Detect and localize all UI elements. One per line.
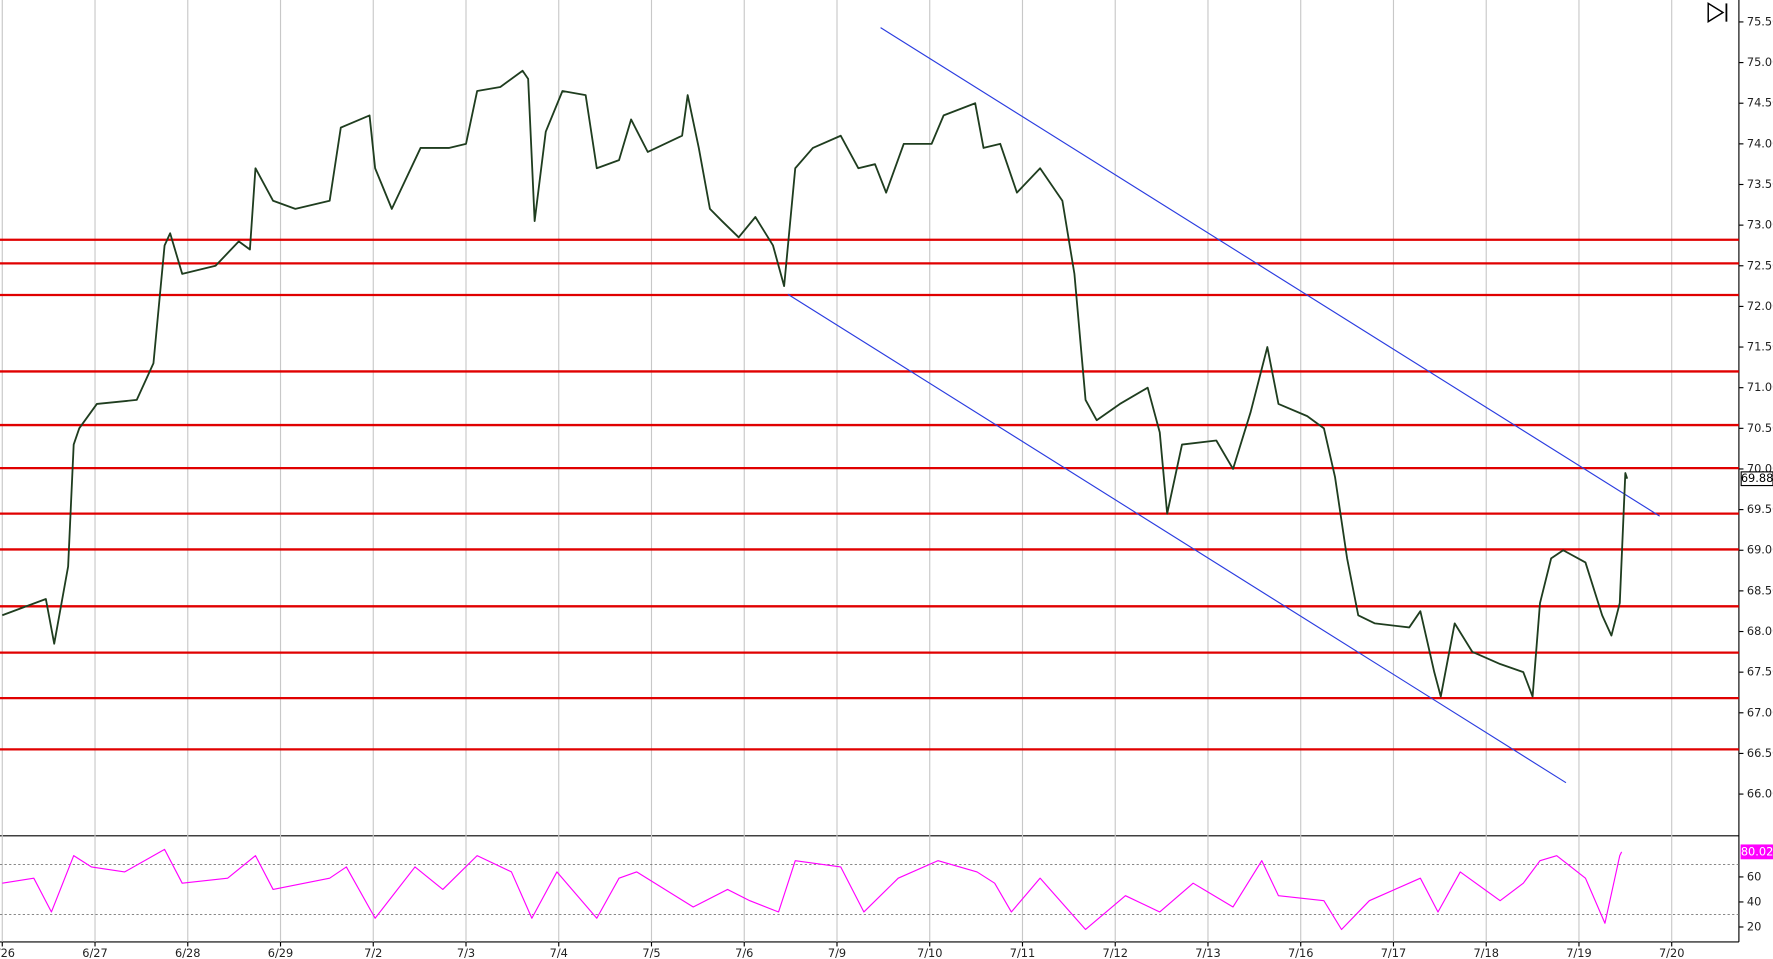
x-tick-label: 7/19 [1566,946,1592,959]
x-tick-label: 7/6 [735,946,753,959]
x-tick-label: 7/17 [1381,946,1407,959]
play-icon[interactable] [1707,2,1725,23]
y-tick-label: 73.00 [1747,218,1773,232]
x-tick-label: 6/27 [82,946,108,959]
x-tick-label: 7/16 [1288,946,1314,959]
mark-layer [0,27,1739,931]
y-tick-label: 40 [1747,894,1761,908]
x-tick-label: 7/3 [457,946,475,959]
y-tick-label: 75.00 [1747,55,1773,69]
y-tick-label: 68.00 [1747,624,1773,638]
y-tick-label: 69.00 [1747,543,1773,557]
x-tick-label: 7/5 [642,946,660,959]
grid-layer [1,0,1673,942]
y-tick-label: 71.50 [1747,340,1773,354]
x-tick-label: 7/18 [1473,946,1499,959]
x-tick-label: 7/9 [828,946,846,959]
last-value-label: 69.88 [1741,471,1773,485]
x-tick-label: 7/2 [364,946,382,959]
y-tick-label: 70.50 [1747,421,1773,435]
last-value-label: 80.02 [1741,844,1773,858]
x-tick-label: 7/10 [917,946,943,959]
y-tick-label: 69.50 [1747,502,1773,516]
x-tick-label: 7/20 [1659,946,1685,959]
scroll-end-button[interactable] [1707,2,1728,23]
y-tick-label: 71.00 [1747,380,1773,394]
trend-line [787,293,1567,784]
x-tick-label: 7/13 [1195,946,1221,959]
last-value-box [1740,844,1773,860]
y-tick-label: 72.50 [1747,258,1773,272]
x-tick-label: 7/11 [1010,946,1036,959]
y-tick-label: 20 [1747,919,1761,933]
y-tick-label: 75.50 [1747,14,1773,28]
y-tick-label: 66.00 [1747,787,1773,801]
y-tick-label: 67.50 [1747,665,1773,679]
y-tick-label: 67.00 [1747,705,1773,719]
y-tick-label: 74.00 [1747,136,1773,150]
y-tick-label: 66.50 [1747,746,1773,760]
last-value-box [1740,471,1773,487]
x-tick-label: 6/26 [0,946,15,959]
x-tick-label: 7/4 [550,946,568,959]
x-tick-label: 6/28 [175,946,201,959]
y-tick-label: 68.50 [1747,583,1773,597]
trend-line [880,27,1660,517]
rsi-line [2,848,1623,931]
x-tick-label: 7/12 [1102,946,1128,959]
y-tick-label: 74.50 [1747,96,1773,110]
price-line [1,69,1629,698]
y-tick-label: 72.00 [1747,299,1773,313]
x-tick-label: 6/29 [268,946,294,959]
y-tick-label: 60 [1747,869,1761,883]
y-tick-label: 73.50 [1747,177,1773,191]
